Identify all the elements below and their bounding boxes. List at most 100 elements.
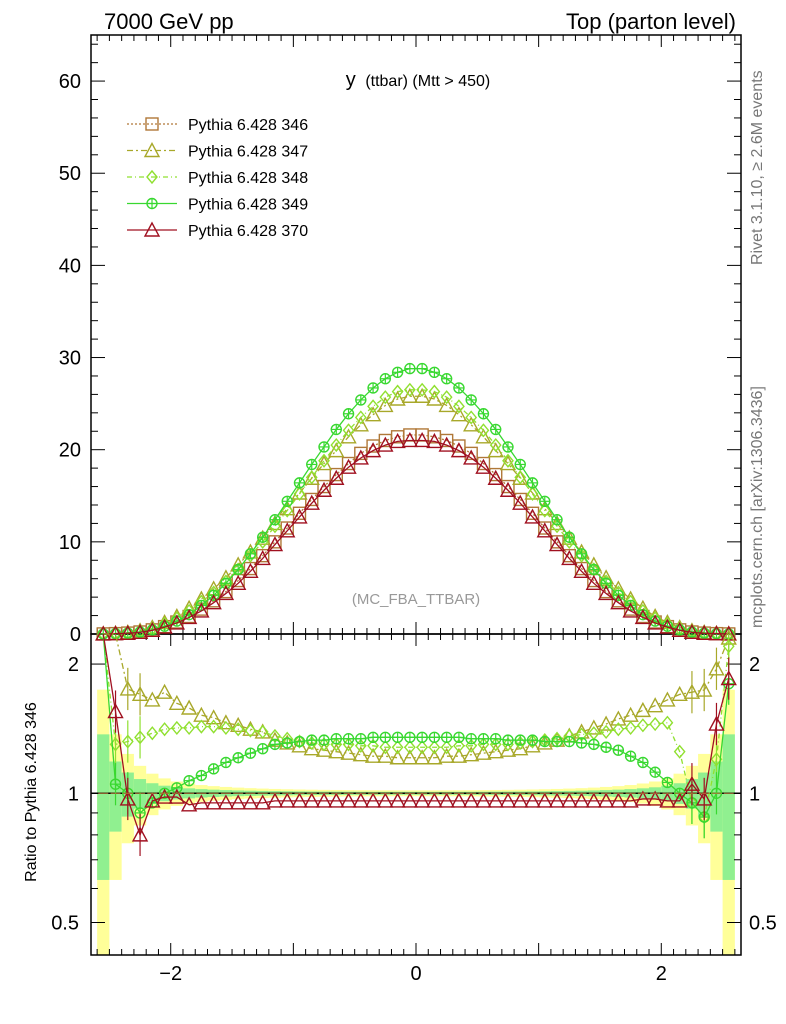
ratio-point-3 (597, 792, 615, 808)
data-point-4 (156, 618, 173, 634)
data-point-4 (696, 624, 713, 640)
data-point-2 (440, 390, 453, 405)
header-left: 7000 GeV pp (104, 9, 234, 34)
data-point-4 (119, 624, 136, 640)
data-point-4 (364, 442, 382, 458)
ratio-point-0 (450, 747, 468, 763)
legend-label: Pythia 6.428 346 (188, 117, 308, 134)
ratio-ylabel: Ratio to Pythia 6.428 346 (23, 702, 40, 882)
data-point-4 (131, 623, 149, 640)
ratio-point-1 (661, 715, 674, 730)
data-point-4 (180, 608, 198, 625)
plot-title-suffix: (ttbar) (Mtt > 450) (365, 73, 490, 90)
ratio-point-3 (450, 792, 468, 808)
ratio-point-3 (487, 792, 504, 808)
data-point-1 (377, 396, 394, 413)
header-right: Top (parton level) (566, 9, 736, 34)
data-point-4 (168, 614, 186, 630)
ratio-y-tick-label-right: 2 (749, 654, 760, 676)
ratio-point-1 (453, 738, 465, 753)
ratio-point-3 (254, 794, 271, 810)
data-point-4 (487, 469, 504, 485)
data-point-2 (428, 384, 441, 399)
data-point-1 (413, 387, 431, 403)
ratio-point-3 (156, 788, 173, 804)
data-point-4 (646, 614, 664, 630)
data-point-4 (671, 621, 688, 638)
x-tick-label: −2 (159, 963, 182, 985)
ratio-point-0 (377, 747, 394, 763)
ratio-point-3 (180, 796, 198, 812)
ratio-line-3 (102, 633, 730, 837)
data-point-4 (279, 522, 296, 538)
legend: Pythia 6.428 346 Pythia 6.428 347 Pythia 6… (127, 117, 308, 240)
data-point-1 (426, 390, 443, 406)
ratio-point-1 (219, 720, 232, 736)
ratio-point-3 (205, 794, 222, 810)
legend-label: Pythia 6.428 349 (188, 197, 308, 214)
legend-label: Pythia 6.428 370 (188, 223, 308, 240)
ratio-point-3 (524, 792, 541, 808)
data-point-4 (450, 442, 468, 458)
ratio-point-3 (144, 792, 161, 808)
ratio-point-3 (352, 792, 369, 808)
main-series-group (95, 362, 737, 641)
ratio-point-1 (293, 734, 306, 749)
data-point-2 (391, 384, 404, 399)
ratio-y-tick-label-right: 0.5 (749, 912, 777, 934)
data-point-2 (281, 503, 294, 518)
data-point-0 (489, 467, 503, 482)
data-point-4 (205, 594, 222, 610)
ratio-point-0 (364, 747, 382, 763)
ratio-point-3 (659, 792, 676, 808)
series-line-3 (103, 367, 729, 635)
data-point-0 (464, 446, 478, 461)
ratio-line-0 (103, 633, 730, 759)
x-tick-label: 2 (656, 963, 667, 985)
data-point-4 (463, 449, 480, 465)
ratio-point-3 (377, 792, 394, 808)
band-green (722, 734, 735, 880)
data-point-2 (403, 382, 416, 397)
data-point-2 (489, 437, 502, 453)
data-point-4 (413, 432, 431, 448)
ratio-point-1 (624, 720, 637, 736)
ratio-point-0 (168, 694, 186, 711)
ratio-point-3 (585, 792, 603, 808)
ratio-point-3 (536, 792, 553, 808)
data-point-4 (499, 481, 517, 497)
ratio-point-0 (646, 697, 664, 713)
ratio-point-1 (256, 724, 269, 739)
ratio-point-0 (634, 701, 652, 718)
ratio-point-1 (440, 740, 453, 755)
ratio-point-0 (597, 715, 615, 731)
data-point-4 (107, 625, 124, 641)
data-point-4 (561, 549, 578, 566)
ratio-point-3 (610, 792, 627, 808)
ratio-point-1 (170, 720, 183, 736)
ratio-point-0 (671, 685, 688, 702)
data-point-4 (634, 608, 652, 625)
legend-marker (143, 142, 161, 158)
data-point-4 (315, 481, 333, 497)
data-point-4 (659, 618, 676, 634)
data-point-2 (416, 382, 429, 397)
rivet-label: Rivet 3.1.10, ≥ 2.6M events (749, 70, 766, 265)
ratio-point-1 (465, 738, 478, 753)
analysis-label: (MC_FBA_TTBAR) (352, 591, 480, 608)
ratio-y-tick-label: 2 (68, 654, 79, 676)
ratio-point-3 (328, 792, 345, 808)
ratio-point-3 (413, 792, 431, 808)
data-point-2 (256, 534, 269, 549)
ratio-point-0 (401, 749, 419, 765)
data-point-4 (340, 458, 357, 474)
ratio-point-3 (291, 792, 308, 808)
data-point-2 (526, 486, 539, 502)
ratio-point-0 (193, 706, 210, 722)
data-point-2 (563, 534, 576, 549)
legend-marker (145, 117, 159, 131)
data-point-2 (354, 410, 367, 425)
ratio-point-3 (168, 788, 186, 804)
ratio-point-1 (391, 740, 404, 755)
ratio-point-0 (622, 706, 639, 722)
